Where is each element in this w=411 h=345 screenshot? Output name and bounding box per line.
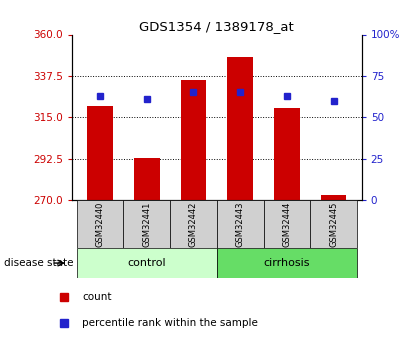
Text: GSM32440: GSM32440 [95,201,104,247]
Bar [217,248,357,278]
Bar [321,195,346,200]
Text: control: control [127,258,166,268]
Bar [180,80,206,200]
Bar [123,200,170,248]
Bar [217,200,263,248]
Bar [263,200,310,248]
Text: percentile rank within the sample: percentile rank within the sample [82,318,258,327]
Text: GSM32443: GSM32443 [236,201,245,247]
Text: cirrhosis: cirrhosis [263,258,310,268]
Bar [170,200,217,248]
Bar [76,248,217,278]
Bar [134,158,159,200]
Text: count: count [82,292,112,302]
Text: GSM32442: GSM32442 [189,201,198,247]
Text: GSM32445: GSM32445 [329,201,338,247]
Bar [227,57,253,200]
Title: GDS1354 / 1389178_at: GDS1354 / 1389178_at [139,20,294,33]
Bar [76,200,123,248]
Bar [87,106,113,200]
Bar [310,200,357,248]
Text: GSM32444: GSM32444 [282,201,291,247]
Text: disease state: disease state [4,258,74,268]
Bar [274,108,300,200]
Text: GSM32441: GSM32441 [142,201,151,247]
